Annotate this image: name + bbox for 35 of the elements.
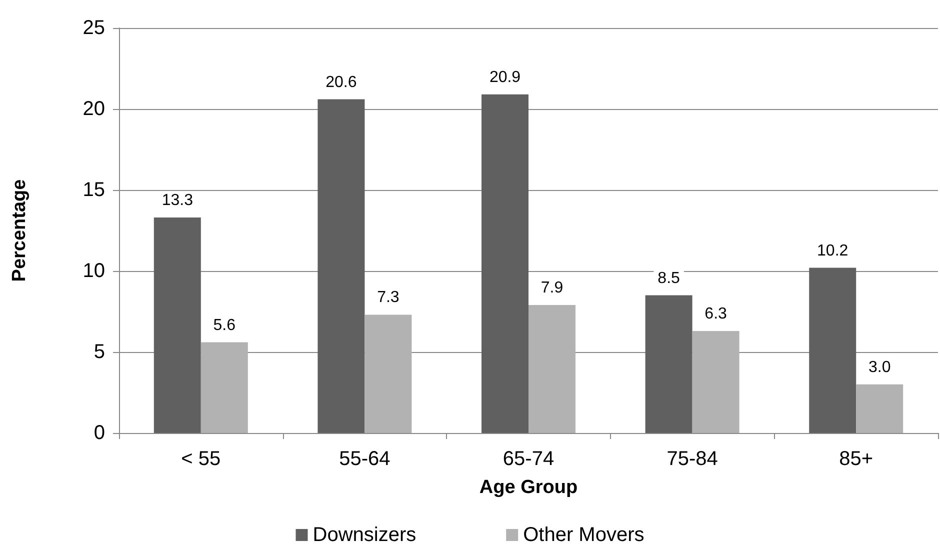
data-label: 10.2 bbox=[817, 242, 848, 260]
bar bbox=[809, 268, 856, 433]
bar bbox=[200, 342, 248, 433]
x-tick-label: 65-74 bbox=[502, 448, 554, 470]
data-label: 13.3 bbox=[162, 192, 194, 210]
bar bbox=[692, 330, 740, 433]
data-label: 20.6 bbox=[326, 74, 357, 91]
legend-label: Downsizers bbox=[312, 524, 416, 546]
data-label: 7.9 bbox=[540, 280, 564, 297]
x-tick-label: < 55 bbox=[181, 448, 221, 470]
y-tick-label: 25 bbox=[82, 17, 105, 39]
y-tick-label: 5 bbox=[94, 341, 105, 363]
x-axis-title: Age Group bbox=[479, 477, 578, 498]
data-label: 8.5 bbox=[658, 270, 680, 287]
y-tick-label: 15 bbox=[82, 179, 105, 201]
y-tick-label: 20 bbox=[82, 98, 105, 120]
bar bbox=[482, 94, 528, 433]
bar bbox=[645, 295, 692, 433]
x-tick-label: 75-84 bbox=[666, 448, 718, 470]
bar bbox=[318, 99, 365, 433]
data-label: 3.0 bbox=[868, 358, 891, 376]
y-tick-label: 0 bbox=[94, 422, 105, 444]
y-axis-title: Percentage bbox=[9, 179, 30, 282]
x-tick-label: 85+ bbox=[839, 448, 874, 470]
legend-label: Other Movers bbox=[523, 524, 644, 546]
data-label: 20.9 bbox=[489, 68, 521, 86]
y-tick-label: 10 bbox=[82, 260, 105, 282]
data-label: 7.3 bbox=[377, 289, 400, 306]
bar bbox=[856, 384, 904, 433]
data-label: 5.6 bbox=[213, 316, 236, 334]
data-label: 6.3 bbox=[704, 305, 728, 322]
x-tick-label: 55-64 bbox=[339, 448, 390, 470]
bar bbox=[364, 314, 412, 433]
bar bbox=[154, 218, 201, 433]
bar bbox=[528, 305, 576, 433]
